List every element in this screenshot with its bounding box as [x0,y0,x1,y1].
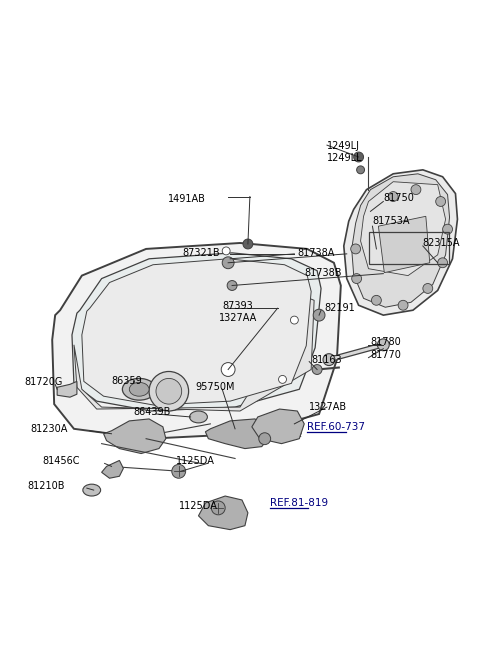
Text: 82315A: 82315A [423,238,460,248]
Circle shape [436,196,445,206]
Circle shape [398,301,408,310]
Circle shape [222,257,234,269]
Circle shape [313,309,325,321]
Text: 81770: 81770 [371,350,401,360]
Polygon shape [205,419,270,449]
Circle shape [259,433,271,445]
Polygon shape [72,253,321,411]
Text: 1125DA: 1125DA [179,501,217,511]
Polygon shape [57,381,77,397]
Text: 81780: 81780 [371,337,401,347]
Text: 81456C: 81456C [42,457,80,466]
Text: 81230A: 81230A [30,424,68,434]
Circle shape [352,274,361,284]
Circle shape [372,295,381,305]
Text: REF.60-737: REF.60-737 [307,422,365,432]
Circle shape [211,501,225,515]
Text: 1125DA: 1125DA [176,457,215,466]
Polygon shape [378,216,430,272]
Circle shape [438,258,447,268]
Circle shape [388,192,398,202]
Circle shape [227,280,237,290]
Circle shape [357,166,364,174]
Text: 81163: 81163 [311,354,342,365]
Circle shape [290,316,298,324]
Ellipse shape [129,383,149,396]
Polygon shape [199,496,248,530]
Text: 81738A: 81738A [297,248,335,258]
Ellipse shape [190,411,207,423]
Polygon shape [252,409,304,443]
Polygon shape [82,259,311,405]
Polygon shape [352,174,450,307]
Text: 82191: 82191 [324,303,355,313]
Circle shape [172,464,186,478]
Circle shape [443,224,453,234]
Text: 87393
1327AA: 87393 1327AA [219,301,257,323]
Text: 81738B: 81738B [304,268,342,278]
Circle shape [354,152,363,162]
Text: 1327AB: 1327AB [309,402,348,412]
Polygon shape [344,170,457,315]
Polygon shape [104,419,166,453]
Circle shape [351,244,360,254]
Circle shape [221,363,235,377]
Text: 81720G: 81720G [24,377,63,387]
Text: 86439B: 86439B [133,407,170,417]
Circle shape [423,284,433,293]
Ellipse shape [122,379,156,400]
Circle shape [156,379,182,404]
Polygon shape [360,181,445,276]
Text: 81750: 81750 [384,193,414,202]
Circle shape [377,339,389,350]
Polygon shape [102,460,123,478]
Text: 81753A: 81753A [372,216,410,226]
Circle shape [222,247,230,255]
Text: 1491AB: 1491AB [168,193,205,204]
Circle shape [323,354,335,365]
Text: 87321B: 87321B [183,248,220,258]
Circle shape [278,375,287,383]
Ellipse shape [83,484,101,496]
Circle shape [149,371,189,411]
Circle shape [243,239,253,249]
Polygon shape [74,298,314,411]
Circle shape [411,185,421,195]
Text: REF.81-819: REF.81-819 [270,498,328,508]
Polygon shape [52,243,341,439]
Text: 81210B: 81210B [27,481,65,491]
Text: 1249LJ
1249LL: 1249LJ 1249LL [327,141,362,163]
Text: 95750M: 95750M [195,383,235,392]
Text: 86359: 86359 [111,377,142,386]
Circle shape [312,365,322,375]
